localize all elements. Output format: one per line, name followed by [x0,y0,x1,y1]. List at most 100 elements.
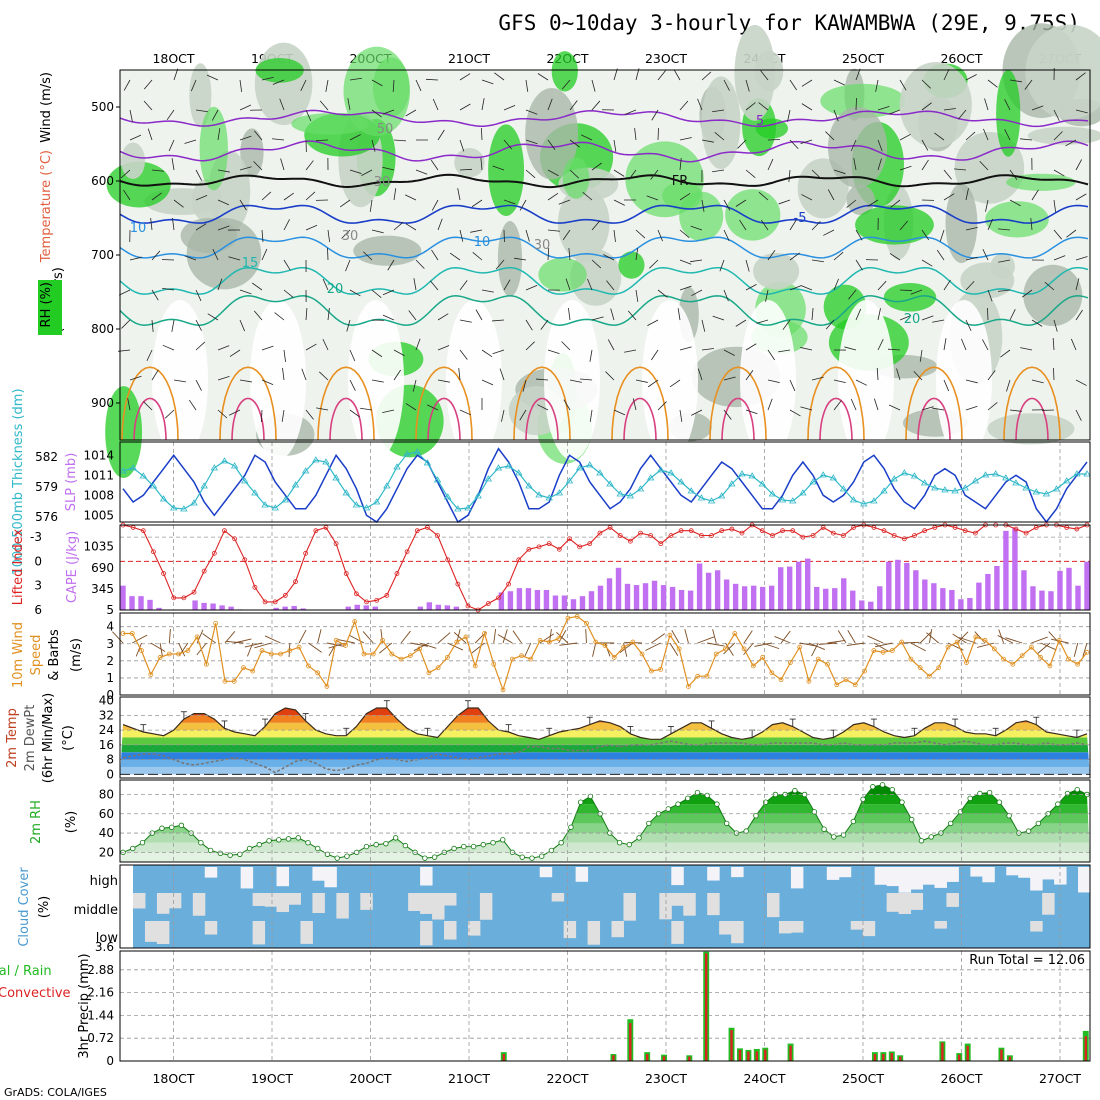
li-tick-label: 0 [34,554,42,568]
wind-speed-marker [176,651,182,657]
cloud-cell [360,893,373,910]
cape-bar [516,588,523,610]
pressure-tick-label: 800 [91,322,114,336]
wind-barb [168,139,175,152]
wind-speed-marker [964,660,969,665]
wind-barb [166,109,175,121]
rh-marker [207,847,214,854]
wind-barb [305,109,312,122]
cape-bar [507,591,514,610]
li-marker [668,533,674,538]
wind-barb [855,97,857,111]
wind-barb [982,248,989,261]
wind-barb [425,78,439,81]
wind-barb [801,103,813,111]
bottom-date-label: 26OCT [940,1071,982,1086]
wind-barb [260,409,263,423]
wind-speed-marker [463,634,469,640]
wind-barb [118,289,131,296]
wind-barb [701,71,712,81]
wind-barb [789,79,797,91]
wind-barb [188,399,197,411]
cloud-cell [934,921,947,929]
wind-barb [1009,79,1022,83]
wind-speed-marker [259,648,265,653]
wind-barb [782,319,791,330]
wind-barb [405,403,417,411]
wind-barb [712,109,725,113]
wind-barb [762,642,780,650]
warm-contour [525,397,559,441]
wind-barb [349,289,361,297]
thickness-marker [545,494,553,501]
wind-barb [432,98,439,111]
wind-barb [701,139,714,143]
cape-bar [300,608,306,610]
wind-barb [965,280,975,291]
rh-marker [1025,828,1032,834]
wind-barb [811,169,822,179]
wind-barb [556,631,569,644]
wind-barb [253,130,263,141]
thickness-marker [961,484,969,491]
rh-contour-fill [945,183,978,264]
wind-barb [449,252,461,261]
rh-marker [480,841,486,848]
top-date-label: 26OCT [940,51,982,66]
rh-marker [363,843,370,850]
wind-barb [921,229,930,241]
rh-marker [324,851,331,857]
wind-barb [585,628,587,644]
wind-barb [1006,379,1011,392]
rh-marker [568,824,574,830]
wind-barb [195,319,202,331]
wind-barb [1075,193,1087,201]
li-marker [445,557,451,563]
wind-barb [457,188,461,201]
cloud-cell [659,893,672,920]
wind-barb [1030,218,1033,231]
wind-barb [877,280,887,291]
rh-contour-fill [883,283,937,312]
wind-speed-marker [1010,661,1016,667]
wind-tick-label: 1 [106,671,114,685]
wind-speed-marker [704,673,710,679]
wind-barb [910,289,923,295]
wind-barb [650,169,659,180]
wind-speed-marker [250,668,256,674]
li-marker [1023,530,1029,536]
wind-barb [723,199,731,211]
thickness-marker [332,474,340,481]
wind-barb [645,642,661,651]
precip-tick-label: 1.44 [87,1008,114,1022]
wind-barb [943,108,956,111]
wind-10m-panel: 4 3 2 1 0 10m Wind Speed & Barbs (m/s) [11,612,1091,702]
cape-li-panel: -3 0 3 6 1035 690 345 5 Lifted Index CAPE (J/kg) [11,522,1091,617]
wind-barb [405,109,417,117]
thickness-marker [241,477,249,484]
wind-barb [371,349,383,358]
wind-barb [524,642,532,657]
li-marker [222,528,227,534]
temp-band [120,759,1090,767]
wind-speed-marker [204,661,209,667]
wind-barb [492,165,505,171]
wind-speed-marker [1019,653,1025,659]
cape-bar [1057,570,1063,610]
thickness-marker [697,494,706,501]
thickness-marker [342,489,350,496]
rh-marker [704,792,710,799]
thickness-marker [849,496,858,503]
wind-barb [604,642,611,657]
rh-marker [665,806,671,812]
wind-barb [984,98,989,111]
li-marker [303,550,309,556]
rh-contour-fill [618,251,645,279]
wind-barb [919,349,923,362]
cloud-cell [420,893,433,914]
wind-barb [651,633,665,644]
cape-bar [922,579,928,610]
wind-barb [562,229,571,241]
wind-barb [853,158,857,171]
precip-convective-bar [662,1056,666,1061]
